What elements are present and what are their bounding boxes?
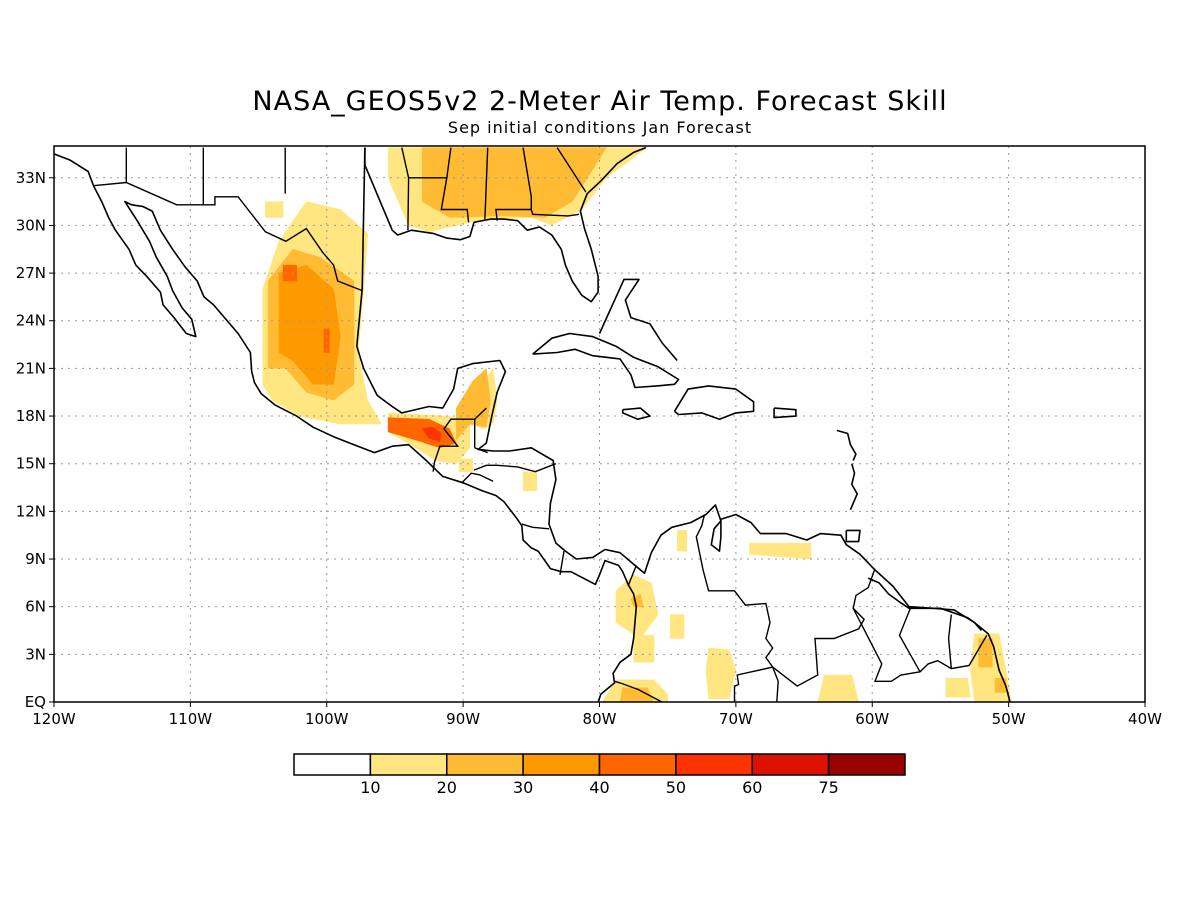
coastline — [621, 407, 651, 421]
latitude-tick-label: 9N — [25, 550, 46, 568]
coastline — [355, 147, 1011, 702]
latitude-tick-label: 3N — [25, 645, 46, 663]
border-line — [432, 418, 476, 472]
longitude-tick-label: 50W — [992, 710, 1026, 728]
colorbar-swatch — [751, 753, 830, 776]
skill-region-level-2 — [619, 687, 655, 702]
border-line — [614, 680, 664, 702]
latitude-tick-label: 15N — [16, 455, 46, 473]
colorbar-label: 75 — [818, 778, 838, 797]
latitude-tick-label: EQ — [25, 693, 46, 711]
skill-region-level-1 — [749, 542, 812, 560]
coastline — [836, 429, 857, 461]
border-line — [695, 514, 779, 702]
longitude-tick-label: 100W — [305, 710, 349, 728]
skill-region-level-1 — [945, 677, 971, 698]
border-line — [627, 565, 637, 587]
colorbar-label: 10 — [360, 778, 380, 797]
map-title: NASA_GEOS5v2 2-Meter Air Temp. Forecast … — [252, 86, 948, 117]
border-line — [733, 666, 773, 702]
border-line — [772, 568, 876, 687]
colorbar-label: 60 — [742, 778, 762, 797]
longitude-axis: 120W 110W 100W 90W 80W 70W 60W 50W 40W — [32, 702, 1162, 728]
political-borders — [93, 147, 988, 702]
border-line — [947, 614, 952, 669]
coastline — [845, 529, 861, 543]
coastline — [54, 153, 638, 702]
colorbar-label: 20 — [437, 778, 457, 797]
border-line — [473, 463, 557, 473]
border-line — [93, 181, 363, 292]
skill-region-level-1 — [676, 530, 688, 552]
latitude-tick-label: 6N — [25, 598, 46, 616]
latitude-tick-label: 27N — [16, 264, 46, 282]
longitude-tick-label: 60W — [855, 710, 889, 728]
map-subtitle: Sep initial conditions Jan Forecast — [447, 118, 753, 137]
skill-region-level-5 — [421, 426, 442, 442]
map-frame — [53, 145, 1146, 703]
skill-shading-layer — [262, 147, 1012, 702]
colorbar-label: 50 — [666, 778, 686, 797]
border-line — [484, 147, 489, 220]
coastline — [673, 385, 755, 421]
skill-region-level-1 — [265, 201, 284, 218]
coastline — [849, 463, 859, 511]
skill-region-level-1 — [522, 471, 538, 491]
colorbar: 10 20 30 40 50 60 75 — [293, 753, 906, 797]
skill-region-level-1 — [633, 635, 655, 663]
latitude-axis: EQ 3N 6N 9N 12N 15N 18N 21N 24N 27N 30N 33N — [16, 169, 54, 711]
border-line — [407, 177, 470, 223]
skill-region-level-2 — [978, 638, 993, 668]
border-line — [446, 147, 452, 178]
coastline — [773, 407, 797, 419]
longitude-tick-label: 80W — [583, 710, 617, 728]
border-line — [530, 209, 580, 217]
longitude-tick-label: 70W — [719, 710, 753, 728]
colorbar-swatch — [446, 753, 524, 776]
longitude-tick-label: 110W — [169, 710, 213, 728]
colorbar-swatch — [522, 753, 601, 776]
border-line — [461, 472, 494, 484]
longitude-tick-label: 120W — [32, 710, 76, 728]
colorbar-swatch — [827, 753, 906, 776]
colorbar-label: 40 — [589, 778, 609, 797]
colorbar-swatch — [598, 753, 677, 776]
latitude-tick-label: 24N — [16, 312, 46, 330]
skill-region-level-1 — [670, 614, 685, 639]
colorbar-swatch — [293, 753, 372, 776]
border-line — [898, 608, 921, 673]
border-line — [521, 523, 550, 530]
border-line — [474, 407, 487, 420]
coastlines — [54, 146, 1011, 702]
coastline — [532, 332, 680, 389]
colorbar-label: 30 — [513, 778, 533, 797]
latitude-tick-label: 30N — [16, 216, 46, 234]
latitude-tick-label: 18N — [16, 407, 46, 425]
skill-region-level-1 — [705, 647, 737, 700]
coastline — [598, 278, 678, 362]
border-line — [852, 607, 988, 682]
latitude-tick-label: 21N — [16, 359, 46, 377]
longitude-tick-label: 40W — [1128, 710, 1162, 728]
gridlines — [54, 146, 1145, 702]
longitude-tick-label: 90W — [446, 710, 480, 728]
skill-region-level-1 — [458, 458, 473, 472]
coastline — [364, 146, 647, 303]
skill-region-level-1 — [817, 674, 859, 702]
colorbar-swatch — [369, 753, 448, 776]
skill-region-level-4 — [323, 328, 330, 353]
colorbar-swatch — [675, 753, 753, 776]
latitude-tick-label: 33N — [16, 169, 46, 187]
coastline — [867, 577, 983, 632]
skill-region-level-2 — [421, 147, 607, 218]
skill-region-level-2 — [456, 367, 491, 441]
skill-region-level-4 — [282, 264, 297, 282]
latitude-tick-label: 12N — [16, 502, 46, 520]
border-line — [556, 147, 587, 193]
